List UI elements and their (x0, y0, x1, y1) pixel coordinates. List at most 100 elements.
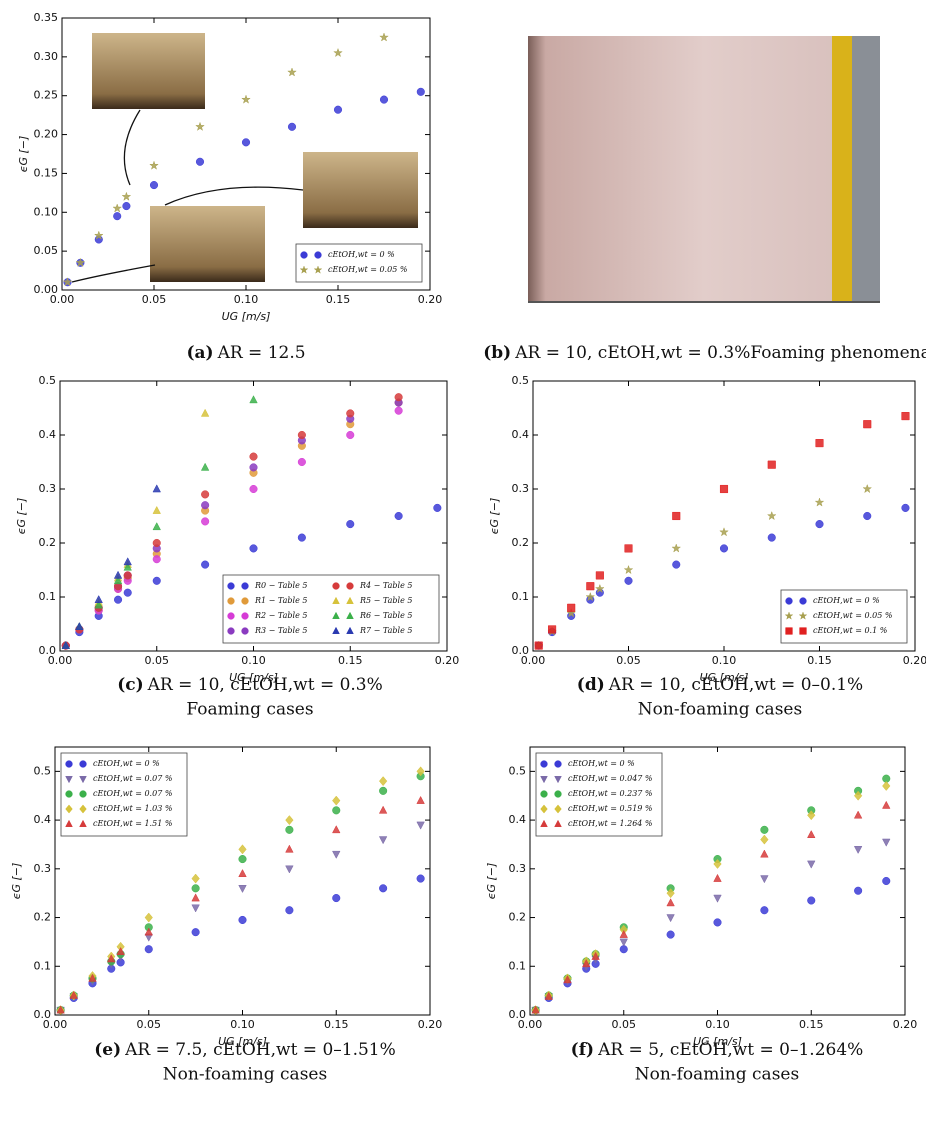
caption-subtitle: Non-foaming cases (635, 1065, 799, 1085)
data-point (591, 959, 600, 968)
x-tick-label: 0.15 (799, 1018, 824, 1031)
data-point (249, 463, 258, 472)
data-point (241, 94, 251, 104)
legend-label: R1 − Table 5 (254, 596, 307, 605)
data-point (807, 860, 816, 869)
data-point (767, 533, 776, 542)
legend-label: R6 − Table 5 (359, 611, 412, 620)
data-point (116, 958, 125, 967)
x-tick-label: 0.20 (418, 293, 443, 306)
caption: (c) AR = 10, cEtOH,wt = 0.3% (117, 675, 383, 695)
data-point (195, 157, 205, 166)
photo-insets (71, 33, 418, 283)
data-point (332, 850, 341, 859)
legend-marker (65, 819, 87, 827)
data-point (62, 277, 73, 287)
data-point (346, 409, 355, 418)
x-tick-label: 0.00 (43, 1018, 68, 1031)
caption-label: (d) (577, 675, 605, 695)
data-point (582, 959, 591, 968)
data-point (113, 576, 123, 585)
legend-box (222, 574, 440, 644)
data-point (238, 844, 247, 855)
data-point (144, 945, 153, 954)
y-tick-label: 0.00 (34, 283, 59, 296)
data-point (379, 884, 388, 893)
data-point (766, 510, 777, 521)
data-point (152, 522, 161, 531)
y-tick-label: 0.1 (512, 590, 530, 603)
data-point (201, 501, 210, 510)
y-tick-label: 0.2 (512, 536, 530, 549)
x-tick-label: 0.10 (712, 654, 737, 667)
legend-label: R2 − Table 5 (254, 611, 307, 620)
caption-text: AR = 7.5, cEtOH,wt = 0–1.51% (124, 1040, 396, 1060)
data-point (123, 588, 132, 597)
data-point (191, 873, 200, 884)
data-point (113, 570, 123, 579)
data-point (285, 825, 294, 834)
x-tick-label: 0.20 (893, 1018, 918, 1031)
data-point (619, 938, 628, 947)
x-tick-label: 0.05 (616, 654, 641, 667)
chart: 0.00 0.05 0.10 0.15 0.20 0.0 0.1 0.2 0.3 0.4 0.5 UG… (485, 746, 918, 1085)
data-point (433, 503, 442, 512)
y-tick-label: 0.1 (39, 590, 57, 603)
y-tick-label: 0.3 (34, 862, 52, 875)
x-axis-label: UG [m/s] (700, 671, 749, 684)
legend-marker (65, 804, 87, 814)
legend-marker (65, 790, 87, 798)
caption-label: (f) (571, 1040, 594, 1060)
x-tick-label: 0.15 (807, 654, 832, 667)
y-axis-label: ϵG [−] (485, 863, 498, 900)
y-tick-label: 0.30 (34, 50, 59, 63)
data-point (882, 876, 891, 886)
y-axis-label: ϵG [−] (17, 136, 30, 173)
x-tick-label: 0.00 (50, 293, 75, 306)
data-point (713, 894, 722, 903)
data-point (416, 766, 425, 777)
chart: 0.00 0.05 0.10 0.15 0.20 0.0 0.1 0.2 0.3 0.4 0.5 UG… (15, 374, 459, 720)
data-point (112, 203, 123, 213)
y-tick-label: 0.4 (512, 428, 530, 441)
data-point (149, 160, 159, 170)
data-point (75, 621, 84, 630)
data-point (107, 964, 116, 973)
legend-label: cEtOH,wt = 1.03 % (93, 804, 173, 813)
y-axis-label: ϵG [−] (15, 498, 28, 535)
caption-text: AR = 10, cEtOH,wt = 0–0.1% (608, 675, 863, 695)
caption-label: (c) (117, 675, 143, 695)
caption-label: (e) (94, 1040, 121, 1060)
data-point (379, 95, 389, 104)
legend-marker (227, 582, 249, 590)
data-point (346, 430, 355, 440)
data-point (238, 885, 247, 894)
y-tick-label: 0.3 (509, 862, 527, 875)
legend-label: cEtOH,wt = 0.1 % (813, 626, 888, 635)
legend-label: R3 − Table 5 (254, 626, 307, 635)
data-point (767, 460, 776, 469)
data-point (297, 457, 306, 467)
legend-marker (540, 760, 562, 768)
chart: 0.00 0.05 0.10 0.15 0.20 0.00 0.05 0.10 0.15 0.20… (17, 11, 442, 363)
data-point (713, 873, 722, 882)
data-point (152, 484, 161, 493)
data-point (238, 868, 247, 877)
data-point (862, 483, 873, 494)
data-point (249, 395, 258, 404)
x-axis-label: UG [m/s] (693, 1035, 742, 1048)
y-tick-label: 0.5 (512, 374, 530, 387)
legend-label: cEtOH,wt = 0.237 % (568, 789, 653, 798)
data-point (394, 406, 403, 415)
legend-marker (300, 251, 322, 259)
y-tick-label: 0.5 (34, 764, 52, 777)
y-tick-label: 0.4 (39, 428, 57, 441)
data-point (760, 825, 769, 834)
chart: 0.00 0.05 0.10 0.15 0.20 0.0 0.1 0.2 0.3 0.4 0.5 UG… (10, 746, 442, 1085)
legend-marker (299, 265, 323, 274)
data-point (882, 838, 891, 847)
data-point (807, 829, 816, 838)
data-point (152, 555, 161, 564)
legend-marker (332, 626, 354, 634)
data-point (285, 815, 294, 826)
